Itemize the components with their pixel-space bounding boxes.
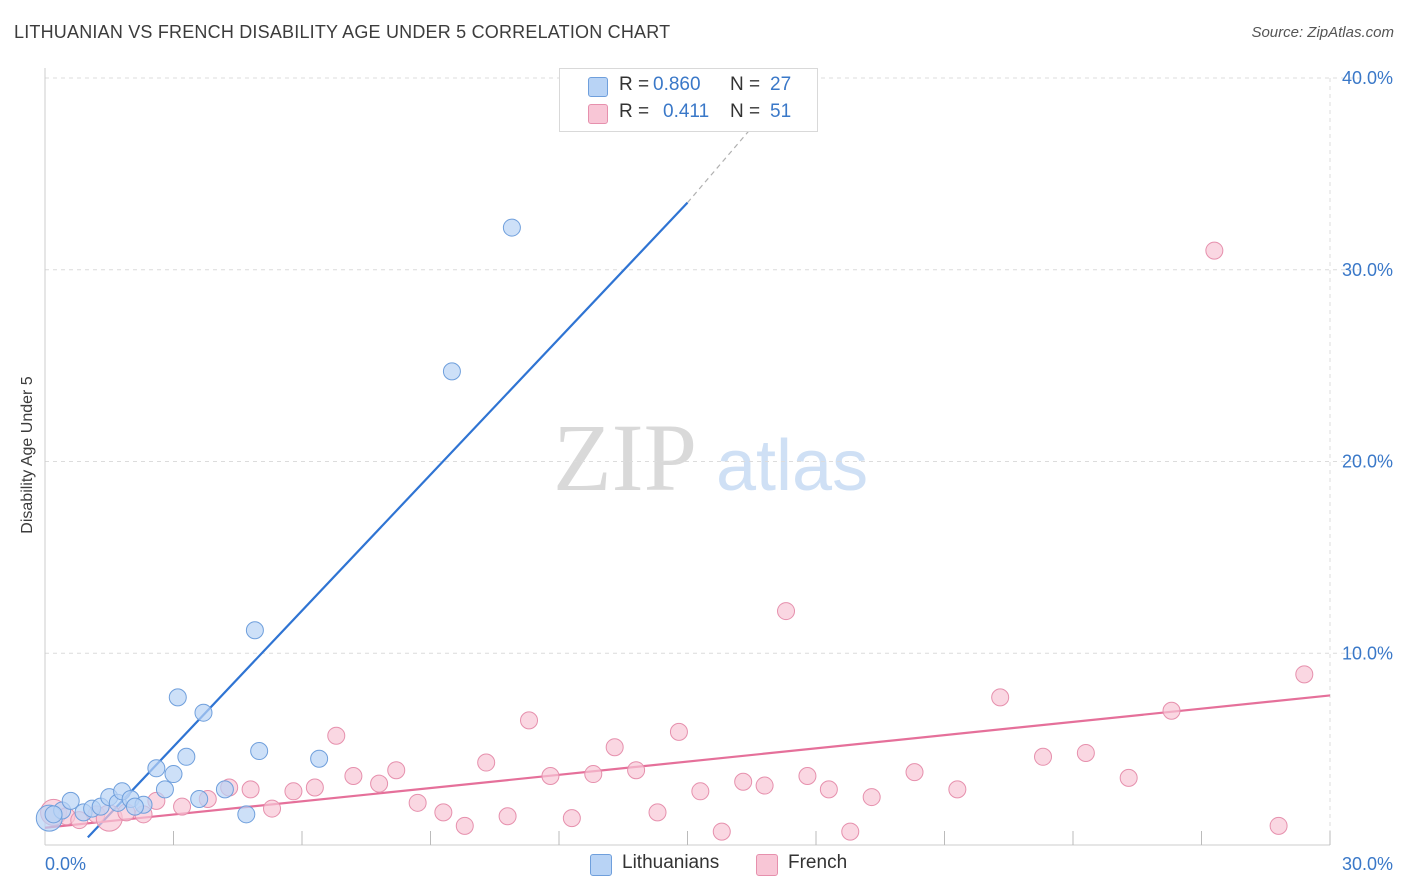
point-french bbox=[562, 809, 581, 828]
y-tick-label: 10.0% bbox=[1342, 643, 1393, 663]
legend-swatch-lithuanians bbox=[590, 854, 612, 876]
point-lithuanians bbox=[155, 780, 174, 799]
point-french bbox=[434, 803, 453, 822]
point-french bbox=[408, 793, 427, 812]
point-french bbox=[1269, 816, 1288, 835]
point-lithuanians bbox=[245, 621, 264, 640]
point-lithuanians bbox=[125, 797, 144, 816]
grid bbox=[45, 77, 1360, 845]
point-french bbox=[327, 726, 346, 745]
point-french bbox=[241, 780, 260, 799]
point-french bbox=[520, 711, 539, 730]
point-lithuanians bbox=[250, 742, 269, 761]
point-french bbox=[498, 807, 517, 826]
point-lithuanians bbox=[147, 759, 166, 778]
point-french bbox=[370, 774, 389, 793]
point-lithuanians bbox=[194, 703, 213, 722]
point-french bbox=[1034, 747, 1053, 766]
legend-r-label: R = bbox=[619, 101, 650, 122]
point-french bbox=[755, 776, 774, 795]
point-french bbox=[669, 722, 688, 741]
point-french bbox=[948, 780, 967, 799]
point-french bbox=[648, 803, 667, 822]
point-french bbox=[344, 766, 363, 785]
legend-n-label: N = bbox=[730, 74, 761, 95]
point-french bbox=[584, 765, 603, 784]
point-french bbox=[305, 778, 324, 797]
axes bbox=[44, 68, 1331, 846]
point-french bbox=[627, 761, 646, 780]
x-tick-label: 30.0% bbox=[1342, 854, 1393, 874]
trend-line-french bbox=[44, 694, 1331, 829]
point-french bbox=[1162, 701, 1181, 720]
point-french bbox=[841, 822, 860, 841]
point-lithuanians bbox=[310, 749, 329, 768]
legend-label-lithuanians: Lithuanians bbox=[622, 852, 720, 873]
point-french bbox=[819, 780, 838, 799]
point-french bbox=[541, 766, 560, 785]
legend-n-value: 27 bbox=[770, 74, 792, 95]
y-tick-label: 30.0% bbox=[1342, 260, 1393, 280]
y-tick-label: 40.0% bbox=[1342, 68, 1393, 88]
point-french bbox=[862, 788, 881, 807]
point-lithuanians bbox=[44, 805, 63, 824]
watermark-atlas: atlas bbox=[716, 426, 868, 506]
legend-swatch-french bbox=[588, 104, 608, 124]
data-points bbox=[35, 218, 1314, 841]
legend-label-french: French bbox=[788, 852, 848, 873]
point-lithuanians bbox=[502, 218, 521, 237]
point-lithuanians bbox=[215, 780, 234, 799]
point-lithuanians bbox=[237, 805, 256, 824]
trend-line-lithuanians bbox=[87, 201, 689, 839]
point-french bbox=[173, 797, 192, 816]
point-lithuanians bbox=[61, 791, 80, 810]
legend-r-label: R = bbox=[619, 74, 650, 95]
legend-r-value: 0.411 bbox=[663, 101, 710, 122]
point-french bbox=[991, 688, 1010, 707]
point-french bbox=[1295, 665, 1314, 684]
x-tick-labels: 0.0% 30.0% bbox=[45, 854, 1393, 874]
legend-stats: R = 0.860 N = 27 R = 0.411 N = 51 bbox=[559, 68, 818, 132]
legend-r-value: 0.860 bbox=[653, 74, 701, 95]
point-french bbox=[777, 602, 796, 621]
y-tick-label: 20.0% bbox=[1342, 452, 1393, 472]
point-lithuanians bbox=[177, 747, 196, 766]
point-french bbox=[477, 753, 496, 772]
point-lithuanians bbox=[190, 789, 209, 808]
point-french bbox=[284, 782, 303, 801]
point-lithuanians bbox=[168, 688, 187, 707]
trend-lines bbox=[44, 112, 1331, 839]
point-french bbox=[1076, 743, 1095, 762]
watermark-zip: ZIP bbox=[553, 404, 697, 511]
point-french bbox=[734, 772, 753, 791]
point-french bbox=[905, 763, 924, 782]
legend-n-label: N = bbox=[730, 101, 761, 122]
legend-series: Lithuanians French bbox=[0, 852, 1406, 878]
point-french bbox=[712, 822, 731, 841]
point-french bbox=[1205, 241, 1224, 260]
point-french bbox=[263, 799, 282, 818]
point-french bbox=[691, 782, 710, 801]
legend-swatch-lithuanians bbox=[588, 77, 608, 97]
legend-swatch-french bbox=[756, 854, 778, 876]
watermark: ZIP atlas bbox=[553, 404, 868, 511]
point-french bbox=[387, 761, 406, 780]
chart-title: LITHUANIAN VS FRENCH DISABILITY AGE UNDE… bbox=[14, 22, 671, 42]
legend-n-value: 51 bbox=[770, 101, 792, 122]
point-lithuanians bbox=[442, 362, 461, 381]
trend-line-extension bbox=[687, 112, 766, 204]
point-french bbox=[455, 816, 474, 835]
y-tick-labels: 10.0% 20.0% 30.0% 40.0% bbox=[1342, 68, 1393, 663]
point-french bbox=[798, 766, 817, 785]
point-french bbox=[605, 738, 624, 757]
point-lithuanians bbox=[164, 765, 183, 784]
point-french bbox=[1119, 768, 1138, 787]
x-tick-label: 0.0% bbox=[45, 854, 86, 874]
source-label: Source: ZipAtlas.com bbox=[1251, 24, 1394, 41]
